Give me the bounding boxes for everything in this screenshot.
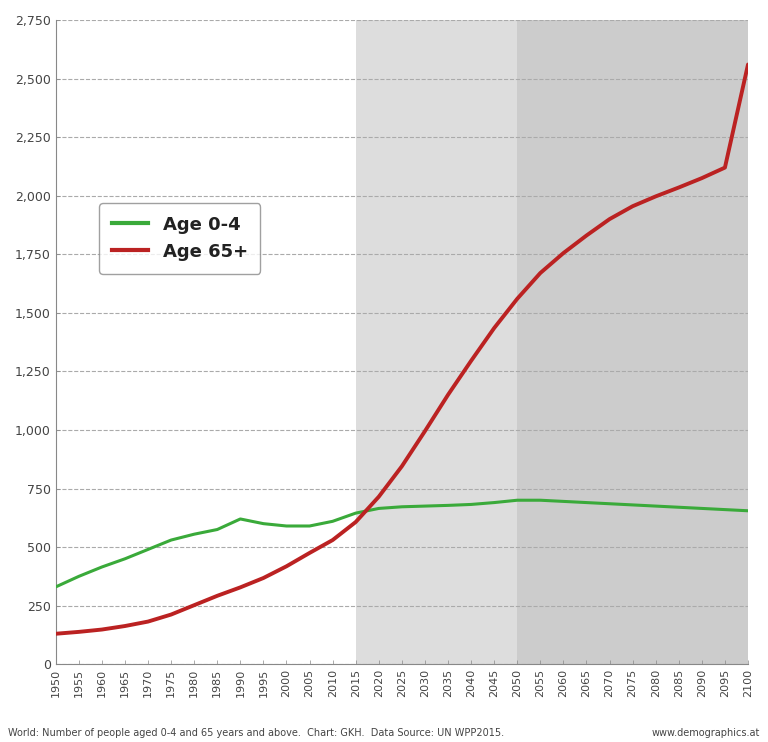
Bar [356, 20, 517, 664]
Text: www.demographics.at: www.demographics.at [652, 729, 760, 738]
Bar [517, 20, 748, 664]
Text: World: Number of people aged 0-4 and 65 years and above.  Chart: GKH.  Data Sour: World: Number of people aged 0-4 and 65 … [8, 729, 504, 738]
Legend: Age 0-4, Age 65+: Age 0-4, Age 65+ [99, 203, 260, 274]
